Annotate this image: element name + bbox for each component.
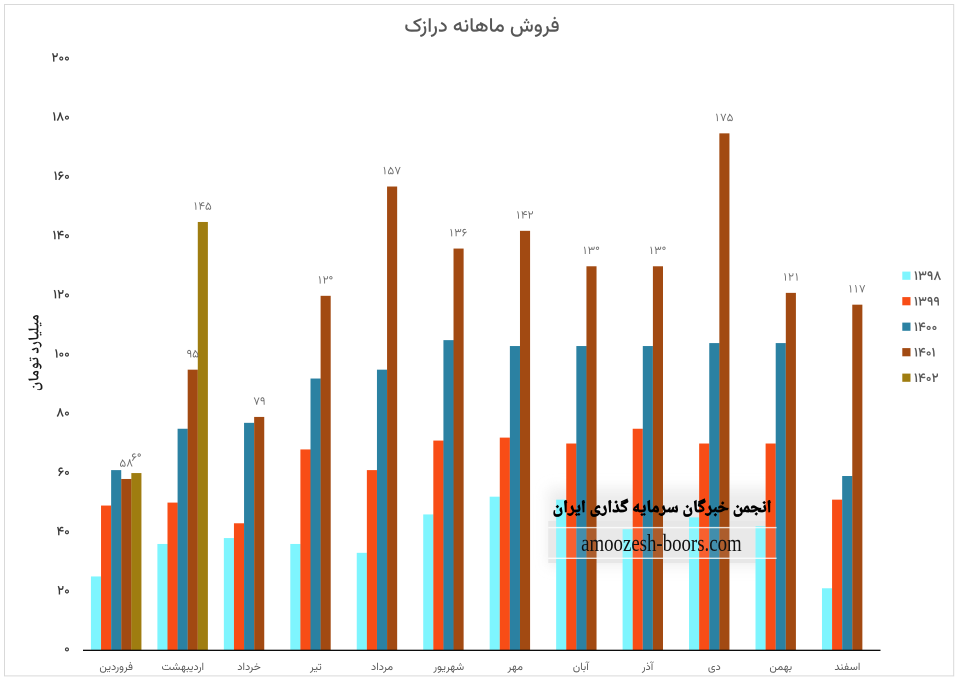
svg-text:amoozesh-boors.com: amoozesh-boors.com (581, 531, 742, 557)
